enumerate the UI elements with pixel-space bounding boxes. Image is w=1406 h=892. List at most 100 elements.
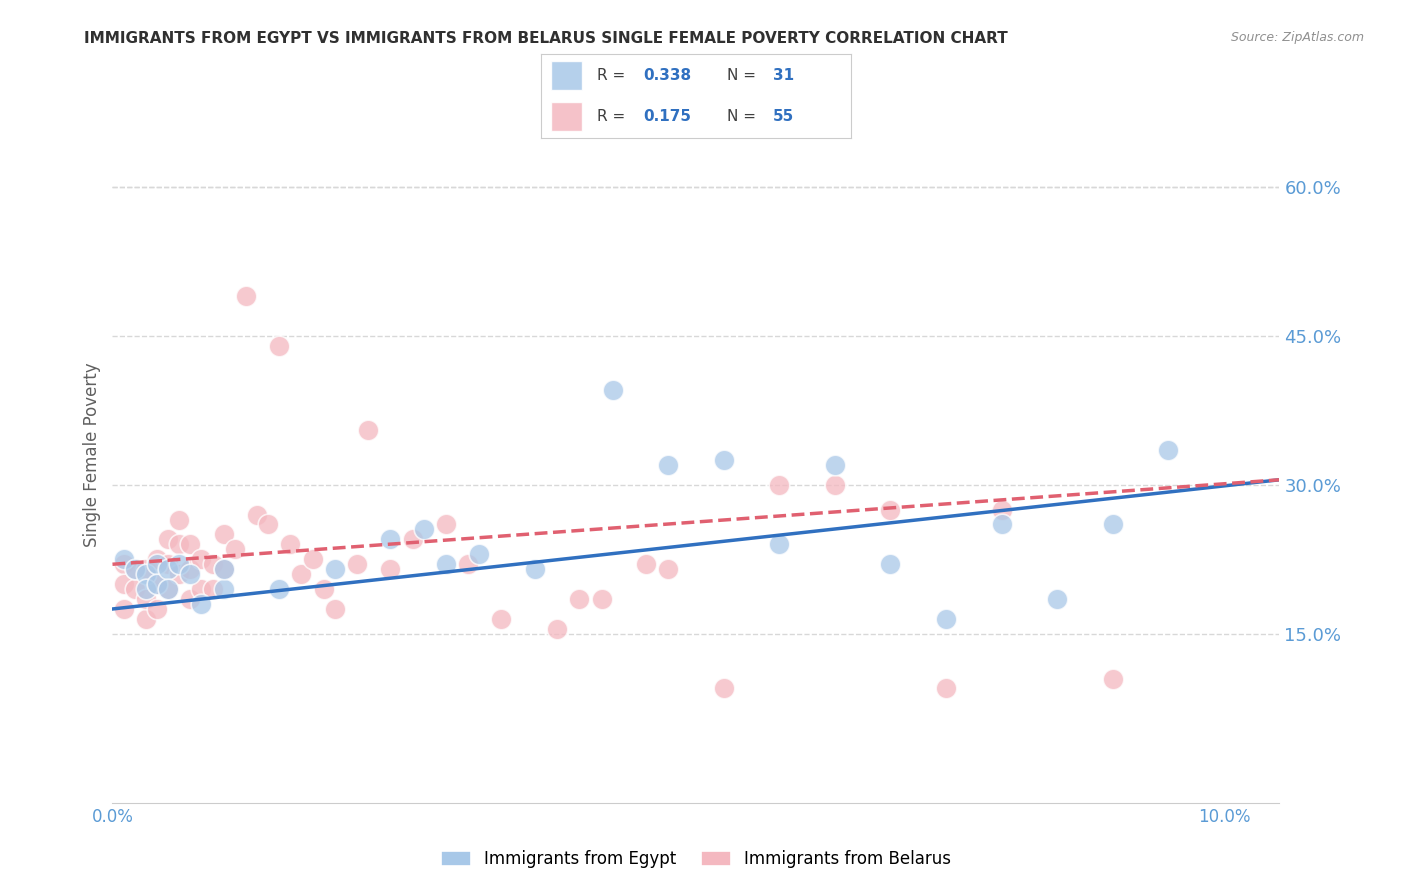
Point <box>212 562 235 576</box>
Point <box>491 612 513 626</box>
Point <box>135 567 157 582</box>
Point <box>713 681 735 696</box>
Point <box>591 592 613 607</box>
Point <box>346 558 368 572</box>
Point <box>124 582 146 596</box>
Point <box>167 537 190 551</box>
Point <box>412 523 434 537</box>
Point <box>246 508 269 522</box>
Text: IMMIGRANTS FROM EGYPT VS IMMIGRANTS FROM BELARUS SINGLE FEMALE POVERTY CORRELATI: IMMIGRANTS FROM EGYPT VS IMMIGRANTS FROM… <box>84 31 1008 46</box>
Point <box>157 533 180 547</box>
Point <box>990 517 1012 532</box>
FancyBboxPatch shape <box>551 62 582 90</box>
Point <box>935 612 957 626</box>
Point <box>301 552 323 566</box>
Point <box>157 582 180 596</box>
Text: Source: ZipAtlas.com: Source: ZipAtlas.com <box>1230 31 1364 45</box>
Point <box>167 558 190 572</box>
Point <box>190 552 212 566</box>
Point <box>135 582 157 596</box>
Point <box>167 567 190 582</box>
Point <box>157 558 180 572</box>
Point <box>235 289 257 303</box>
Point <box>657 562 679 576</box>
Point <box>713 453 735 467</box>
Point <box>824 477 846 491</box>
Point <box>135 612 157 626</box>
Point <box>257 517 280 532</box>
Point <box>457 558 479 572</box>
Text: 0.175: 0.175 <box>644 109 692 124</box>
Point <box>380 533 402 547</box>
Point <box>1101 672 1123 686</box>
Point <box>201 558 224 572</box>
Point <box>935 681 957 696</box>
Point <box>401 533 423 547</box>
Point <box>1157 442 1180 457</box>
Point <box>634 558 657 572</box>
Point <box>323 562 346 576</box>
Point <box>157 562 180 576</box>
Point <box>224 542 246 557</box>
Point <box>157 582 180 596</box>
Point <box>167 512 190 526</box>
Point <box>468 547 491 561</box>
Point <box>768 477 790 491</box>
Point <box>112 552 135 566</box>
Point <box>135 562 157 576</box>
Point <box>523 562 546 576</box>
Point <box>112 558 135 572</box>
Point <box>380 562 402 576</box>
Text: N =: N = <box>727 109 761 124</box>
Point <box>269 338 291 352</box>
Point <box>990 502 1012 516</box>
Point <box>290 567 312 582</box>
Point <box>768 537 790 551</box>
Point <box>179 562 201 576</box>
Point <box>312 582 335 596</box>
FancyBboxPatch shape <box>551 102 582 130</box>
Point <box>879 502 901 516</box>
Point <box>323 602 346 616</box>
Point <box>146 602 169 616</box>
Point <box>146 558 169 572</box>
Point <box>657 458 679 472</box>
Point <box>212 582 235 596</box>
Point <box>179 592 201 607</box>
Point <box>434 558 457 572</box>
Point <box>124 562 146 576</box>
Point <box>135 592 157 607</box>
Text: N =: N = <box>727 68 761 83</box>
Text: R =: R = <box>598 109 630 124</box>
Point <box>212 527 235 541</box>
Point <box>112 602 135 616</box>
Y-axis label: Single Female Poverty: Single Female Poverty <box>83 363 101 547</box>
Text: 31: 31 <box>773 68 794 83</box>
Point <box>602 384 624 398</box>
Point <box>146 577 169 591</box>
Point <box>879 558 901 572</box>
Point <box>190 597 212 611</box>
Point <box>179 537 201 551</box>
Point <box>1101 517 1123 532</box>
Point <box>568 592 591 607</box>
Text: 0.338: 0.338 <box>644 68 692 83</box>
Point <box>434 517 457 532</box>
Point <box>824 458 846 472</box>
Point <box>212 562 235 576</box>
Point <box>190 582 212 596</box>
Point <box>201 582 224 596</box>
Point <box>124 562 146 576</box>
Point <box>146 577 169 591</box>
Point <box>146 552 169 566</box>
Point <box>1046 592 1069 607</box>
Point <box>546 622 568 636</box>
Legend: Immigrants from Egypt, Immigrants from Belarus: Immigrants from Egypt, Immigrants from B… <box>434 843 957 874</box>
Point <box>179 567 201 582</box>
Point <box>269 582 291 596</box>
Text: R =: R = <box>598 68 630 83</box>
Point <box>357 423 380 437</box>
Point <box>112 577 135 591</box>
Text: 55: 55 <box>773 109 794 124</box>
Point <box>278 537 301 551</box>
